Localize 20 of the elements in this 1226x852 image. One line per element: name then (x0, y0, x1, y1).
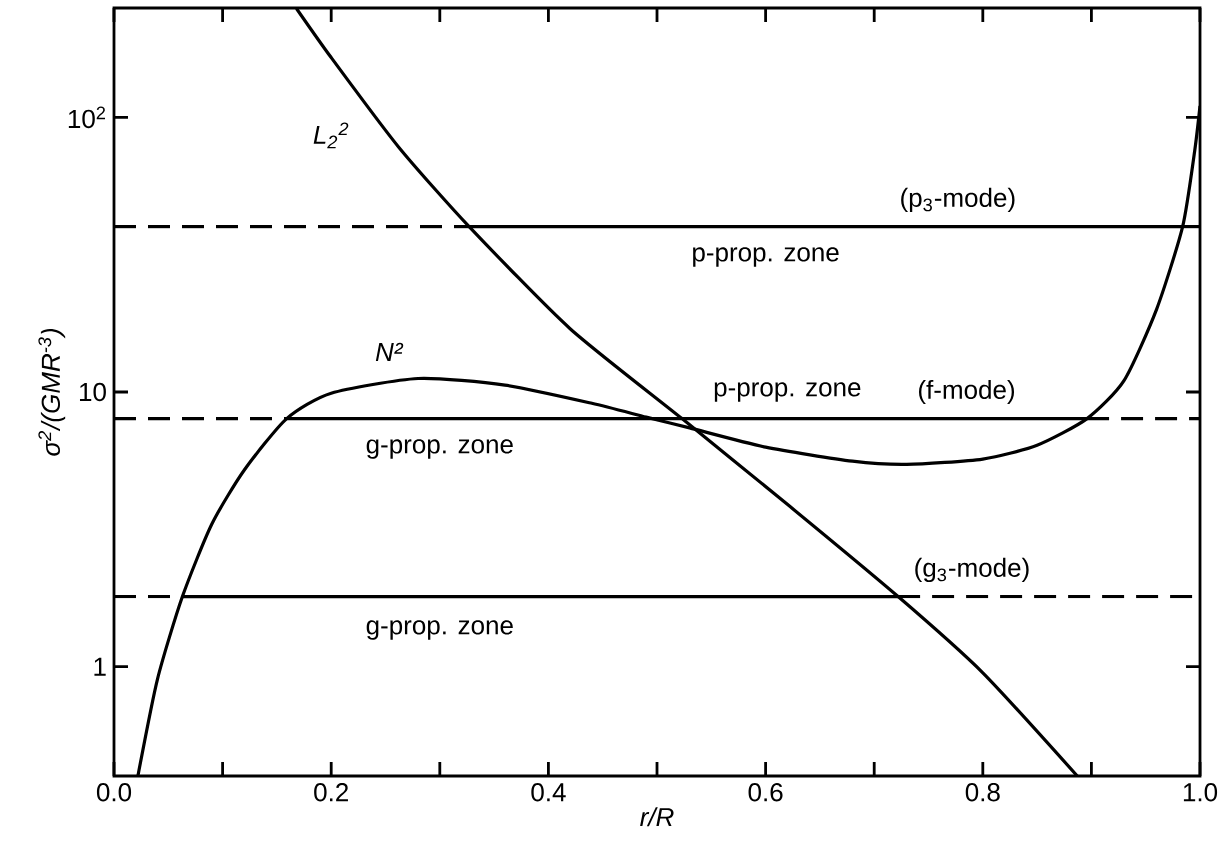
annotation: (p$_{3}$-mode) (901, 187, 1015, 213)
y-axis-title: σ$^{2}$/(GMR$^{-3}$) (38, 328, 66, 456)
x-tick-label: 1.0 (1183, 783, 1218, 802)
x-tick-label: 0.6 (748, 783, 783, 802)
x-tick-label: 0.4 (531, 783, 566, 802)
annotation: p-prop. zone (693, 247, 839, 267)
series-label: N² (375, 342, 404, 361)
series-label: L$_{2}$2 (313, 122, 349, 149)
annotation: p-prop. zone (714, 382, 861, 402)
x-tick-label: 0.0 (96, 783, 132, 802)
annotation: g-prop. zone (366, 439, 513, 459)
x-tick-label: 0.8 (965, 783, 1000, 802)
y-tick-label: 1 (94, 657, 106, 676)
y-tick-label: 10 (79, 382, 106, 402)
x-tick-label: 0.2 (314, 783, 348, 802)
annotation: (f-mode) (919, 379, 1015, 405)
annotation: (g$_{3}$-mode) (915, 557, 1029, 583)
y-tick-label: 10$^{2}$ (68, 106, 105, 129)
annotation: g-prop. zone (366, 620, 513, 640)
x-axis-title: r/R (640, 807, 674, 827)
